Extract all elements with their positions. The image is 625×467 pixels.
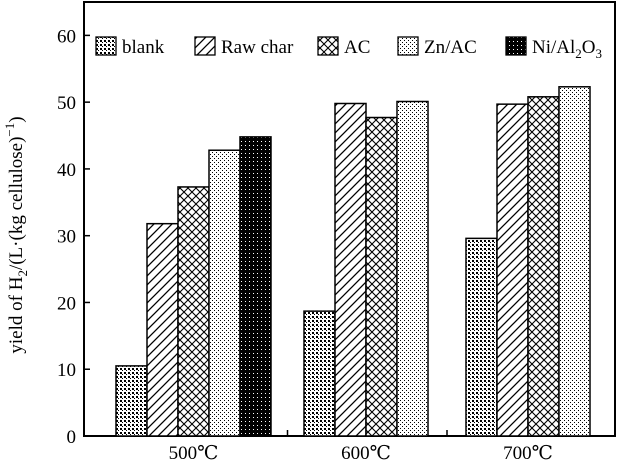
bar-black-dots-0 — [239, 136, 272, 437]
bar-diagonal-1 — [334, 102, 367, 437]
bar-dots-dense-1 — [303, 310, 336, 437]
y-axis-title-pre: yield of H — [6, 276, 27, 353]
legend-swatch-crosshatch — [317, 36, 339, 56]
bar-dots-dense-2 — [465, 237, 498, 437]
legend-label-crosshatch: AC — [344, 37, 370, 58]
svg-text:yield of H2/(L·(kg cellulose)−: yield of H2/(L·(kg cellulose)−1) — [2, 116, 30, 353]
y-tick-label: 10 — [57, 360, 76, 381]
legend-label-black-dots: Ni/Al2O3 — [532, 37, 602, 61]
y-axis-title-mid: /(L·(kg cellulose) — [6, 137, 27, 270]
y-axis-title-post: ) — [6, 116, 27, 122]
bar-crosshatch-0 — [177, 186, 210, 437]
bar-crosshatch-1 — [365, 116, 398, 437]
x-tick-label: 500℃ — [169, 443, 219, 462]
y-tick-label: 30 — [57, 227, 76, 248]
bar-dots-light-0 — [208, 149, 241, 437]
y-tick-label: 40 — [57, 160, 76, 181]
y-axis-title-sup: −1 — [2, 123, 17, 137]
y-axis-title: yield of H2/(L·(kg cellulose)−1) — [2, 116, 30, 353]
legend-swatch-dots-dense — [95, 36, 117, 56]
legend-label-dots-light: Zn/AC — [424, 37, 477, 58]
x-tick-label: 700℃ — [503, 443, 553, 462]
bar-crosshatch-2 — [527, 96, 560, 437]
legend-label-diagonal: Raw char — [221, 37, 294, 58]
bar-dots-light-2 — [558, 86, 591, 437]
y-tick-label: 20 — [57, 293, 76, 314]
bar-diagonal-0 — [146, 222, 179, 437]
legend-swatch-dots-light — [397, 36, 419, 56]
y-tick-label: 50 — [57, 93, 76, 114]
bar-diagonal-2 — [496, 103, 529, 437]
bar-dots-dense-0 — [115, 365, 148, 437]
legend-swatch-black-dots — [505, 36, 527, 56]
y-axis-title-sub: 2 — [15, 270, 30, 277]
bar-dots-light-1 — [396, 100, 429, 437]
y-tick-label: 0 — [67, 427, 77, 448]
x-tick-label: 600℃ — [341, 443, 391, 462]
legend-label-dots-dense: blank — [122, 37, 165, 58]
legend-swatch-diagonal — [194, 36, 216, 56]
y-tick-label: 60 — [57, 26, 76, 47]
